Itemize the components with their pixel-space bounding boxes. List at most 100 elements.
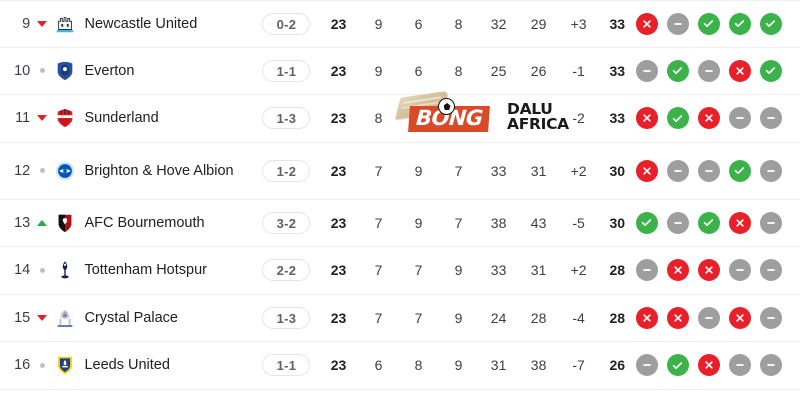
table-row[interactable]: 14 Tottenham Hotspur 2-2 23 7 7 9 33 31 +2 28 [0,247,800,295]
form-win-check-icon [728,159,751,182]
team-badge [52,307,79,329]
form-loss-cross-icon [697,259,720,282]
crystal-palace-badge [54,307,76,329]
stat-lost: 9 [454,357,463,374]
team-name[interactable]: Brighton & Hove Albion [84,162,234,179]
stat-played: 23 [330,162,347,179]
match-score[interactable]: 1-2 [254,159,318,182]
form-draw-dash-icon [666,211,689,234]
table-row[interactable]: 16 Leeds United 1-1 23 6 8 9 31 38 -7 26 [0,342,800,390]
table-row[interactable]: 9 Newcastle United 0-2 23 9 6 8 32 29 +3 33 [0,0,800,48]
stat-drawn: 7 [414,309,423,326]
stat-lost: 7 [454,214,463,231]
row-movement-indicator [32,168,52,173]
recent-form [635,59,800,82]
form-win-check-icon [728,12,751,35]
recent-form [635,354,800,377]
table-row[interactable]: 12 Brighton & Hove Albion 1-2 23 7 9 7 33 31 +2 3… [0,142,800,200]
match-score[interactable]: 1-1 [254,59,318,82]
row-position: 16 [14,357,31,374]
stat-won: 6 [374,357,383,374]
team-name[interactable]: AFC Bournemouth [84,214,205,231]
stat-drawn: 6 [414,15,423,32]
stat-drawn: 7 [414,262,423,279]
stat-lost: 7 [454,162,463,179]
stat-lost: 9 [454,262,463,279]
form-draw-dash-icon [697,159,720,182]
stat-won: 7 [374,309,383,326]
form-draw-dash-icon [728,259,751,282]
row-position: 12 [14,162,31,179]
score-pill[interactable]: 0-2 [262,12,311,35]
table-row[interactable]: 13 AFC Bournemouth 3-2 23 7 9 7 38 43 -5 30 [0,199,800,247]
form-loss-cross-icon [635,306,658,329]
stat-points: 33 [609,15,626,32]
table-row[interactable]: 15 Crystal Palace 1-3 23 7 7 9 24 28 -4 28 [0,294,800,342]
row-position: 10 [14,62,31,79]
match-score[interactable]: 2-2 [254,259,318,282]
team-badge [52,107,79,129]
row-movement-indicator [32,219,52,226]
form-draw-dash-icon [666,159,689,182]
team-badge [52,259,79,281]
row-position: 15 [14,309,31,326]
team-name[interactable]: Crystal Palace [84,309,178,326]
stat-drawn: 8 [414,357,423,374]
row-position: 13 [14,214,31,231]
form-win-check-icon [759,12,782,35]
stat-won: 9 [374,62,383,79]
form-win-check-icon [635,211,658,234]
form-loss-cross-icon [728,211,751,234]
stat-goal-difference: -2 [572,110,585,127]
table-row[interactable]: 11 Sunderland 1-3 23 8 9 -2 33 [0,95,800,143]
form-draw-dash-icon [759,354,782,377]
stat-goal-difference: +2 [570,162,587,179]
form-draw-dash-icon [697,59,720,82]
stat-lost: 8 [454,62,463,79]
stat-points: 33 [609,62,626,79]
score-pill[interactable]: 1-1 [262,59,311,82]
move-same-dot-icon [39,362,45,368]
row-position: 11 [15,110,31,127]
stat-played: 23 [330,110,347,127]
stat-drawn: 9 [414,110,423,127]
team-name[interactable]: Leeds United [84,357,170,374]
stat-goal-difference: +2 [570,262,587,279]
match-score[interactable]: 1-3 [254,306,318,329]
everton-badge [54,60,76,82]
stat-goals-against: 31 [530,162,547,179]
recent-form [635,211,800,234]
form-loss-cross-icon [635,159,658,182]
stat-won: 7 [374,262,383,279]
form-loss-cross-icon [666,259,689,282]
row-movement-indicator [32,68,52,74]
table-row[interactable]: 10 Everton 1-1 23 9 6 8 25 26 -1 33 [0,47,800,95]
stat-goals-for: 33 [490,262,507,279]
team-name[interactable]: Tottenham Hotspur [84,262,207,279]
team-name[interactable]: Everton [84,62,135,79]
stat-points: 28 [609,309,626,326]
team-badge [52,13,79,35]
row-position: 14 [14,262,31,279]
form-win-check-icon [697,211,720,234]
stat-goals-against: 43 [530,214,547,231]
score-pill[interactable]: 1-3 [262,306,311,329]
score-pill[interactable]: 2-2 [262,259,311,282]
match-score[interactable]: 0-2 [254,12,318,35]
stat-points: 30 [609,162,626,179]
recent-form [635,159,800,182]
score-pill[interactable]: 1-1 [262,354,311,377]
form-loss-cross-icon [728,306,751,329]
stat-goals-for: 24 [490,309,507,326]
match-score[interactable]: 1-1 [254,354,318,377]
score-pill[interactable]: 1-2 [262,159,311,182]
score-pill[interactable]: 1-3 [262,107,311,130]
score-pill[interactable]: 3-2 [262,211,311,234]
team-name[interactable]: Newcastle United [84,15,198,32]
stat-goals-for: 31 [490,357,507,374]
match-score[interactable]: 3-2 [254,211,318,234]
match-score[interactable]: 1-3 [254,107,318,130]
stat-drawn: 6 [414,62,423,79]
team-name[interactable]: Sunderland [84,110,159,127]
